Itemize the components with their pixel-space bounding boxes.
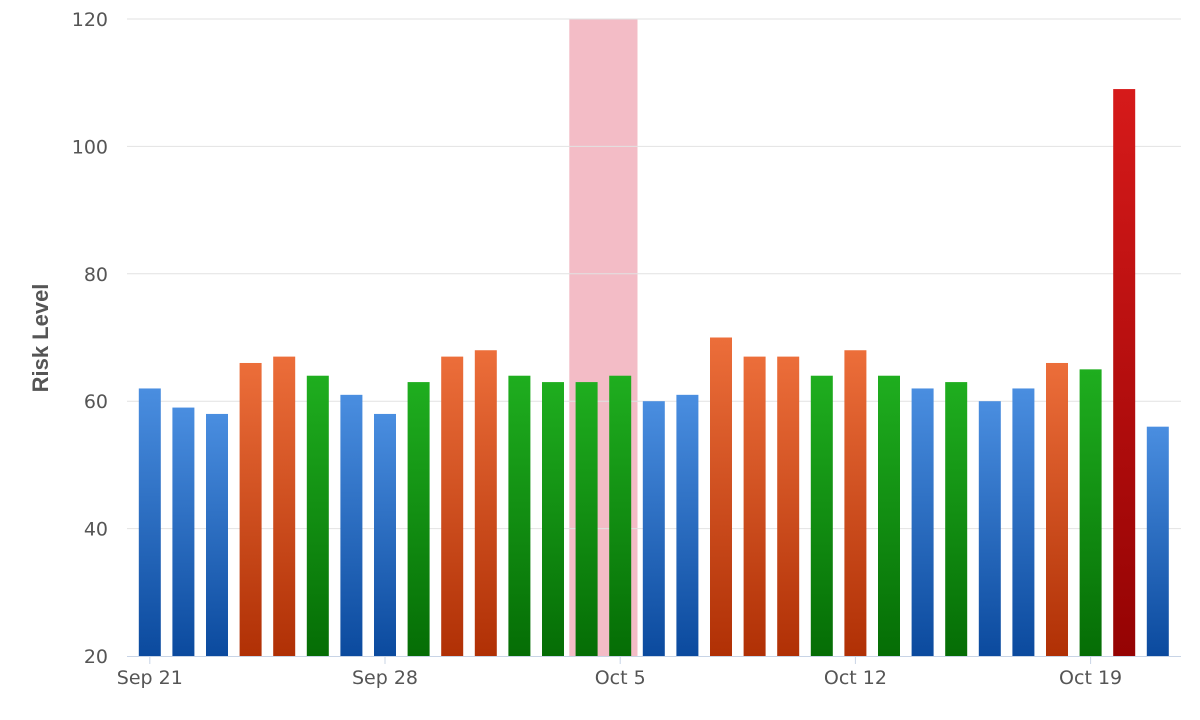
bar[interactable] — [542, 382, 564, 656]
bar[interactable] — [1146, 426, 1169, 656]
bar[interactable] — [743, 356, 766, 656]
x-tick-label: Oct 19 — [1059, 667, 1122, 689]
y-tick-label: 60 — [84, 391, 108, 413]
bar[interactable] — [508, 375, 531, 656]
bar[interactable] — [374, 413, 396, 656]
bar[interactable] — [273, 356, 296, 656]
bar[interactable] — [1113, 89, 1136, 656]
y-axis-ticks: 20 40 60 80 100 120 — [72, 9, 108, 668]
bar[interactable] — [978, 401, 1001, 656]
bar[interactable] — [945, 382, 968, 656]
bar[interactable] — [172, 407, 195, 656]
x-tick-label: Oct 5 — [595, 667, 646, 689]
bar[interactable] — [911, 388, 934, 656]
bar[interactable] — [206, 413, 228, 656]
bar[interactable] — [878, 375, 900, 656]
bar[interactable] — [710, 337, 732, 657]
bar[interactable] — [1012, 388, 1035, 656]
bar[interactable] — [844, 350, 867, 656]
y-tick-label: 20 — [84, 646, 108, 668]
bar[interactable] — [1046, 362, 1068, 656]
bar[interactable] — [474, 350, 497, 656]
y-tick-label: 120 — [72, 9, 108, 31]
bar[interactable] — [810, 375, 833, 656]
x-tick-label: Sep 28 — [352, 667, 418, 689]
bar[interactable] — [441, 356, 464, 656]
y-tick-label: 100 — [72, 136, 108, 158]
bar[interactable] — [676, 394, 699, 656]
bar[interactable] — [642, 401, 665, 656]
bar[interactable] — [306, 375, 329, 656]
bar[interactable] — [575, 382, 598, 656]
bar[interactable] — [239, 362, 262, 656]
bar[interactable] — [138, 388, 161, 656]
x-tick-label: Oct 12 — [824, 667, 887, 689]
bar[interactable] — [340, 394, 363, 656]
bar[interactable] — [1079, 369, 1102, 656]
x-tick-label: Sep 21 — [117, 667, 183, 689]
bar[interactable] — [777, 356, 800, 656]
x-axis-ticks: Sep 21 Sep 28 Oct 5 Oct 12 Oct 19 — [117, 656, 1122, 689]
bar[interactable] — [609, 375, 632, 656]
y-tick-label: 80 — [84, 264, 108, 286]
y-tick-label: 40 — [84, 519, 108, 541]
bars — [138, 89, 1169, 657]
bar[interactable] — [407, 382, 430, 656]
y-axis-label: Risk Level — [28, 284, 53, 393]
